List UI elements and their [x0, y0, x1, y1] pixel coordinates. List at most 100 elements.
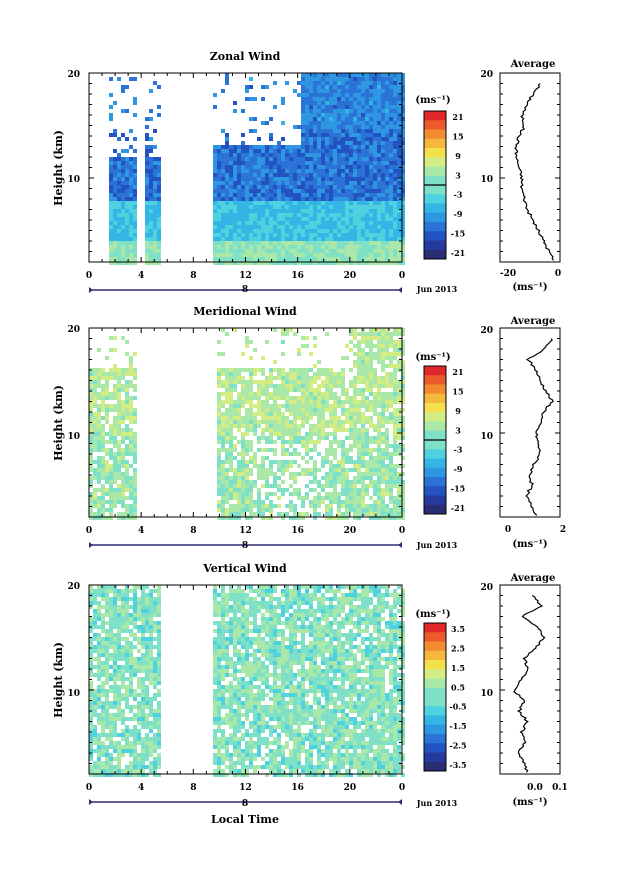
heatmap-cell — [97, 593, 101, 597]
heatmap-cell — [369, 201, 373, 205]
heatmap-cell — [93, 384, 97, 388]
heatmap-cell — [225, 213, 229, 217]
heatmap-cell — [233, 149, 237, 153]
heatmap-cell — [89, 436, 93, 440]
heatmap-cell — [301, 512, 305, 516]
heatmap-cell — [365, 221, 369, 225]
heatmap-cell — [229, 376, 233, 380]
heatmap-cell — [329, 432, 333, 436]
heatmap-cell — [381, 420, 385, 424]
heatmap-cell — [257, 209, 261, 213]
heatmap-cell — [321, 125, 325, 129]
heatmap-cell — [89, 388, 93, 392]
heatmap-cell — [365, 332, 369, 336]
heatmap-cell — [397, 173, 401, 177]
heatmap-cell — [285, 145, 289, 149]
heatmap-cell — [241, 432, 245, 436]
heatmap-cell — [237, 217, 241, 221]
heatmap-cell — [305, 185, 309, 189]
heatmap-cell — [365, 484, 369, 488]
heatmap-cell — [317, 205, 321, 209]
heatmap-cell — [249, 512, 253, 516]
heatmap-cell — [117, 388, 121, 392]
heatmap-cell — [389, 157, 393, 161]
heatmap-cell — [269, 205, 273, 209]
heatmap-cell — [289, 205, 293, 209]
heatmap-cell — [249, 480, 253, 484]
heatmap-cell — [133, 245, 137, 249]
heatmap-cell — [381, 169, 385, 173]
heatmap-cell — [301, 456, 305, 460]
heatmap-cell — [225, 153, 229, 157]
heatmap-cell — [109, 653, 113, 657]
heatmap-cell — [233, 201, 237, 205]
heatmap-cell — [133, 185, 137, 189]
heatmap-cell — [329, 245, 333, 249]
heatmap-cell — [217, 448, 221, 452]
heatmap-cell — [321, 109, 325, 113]
heatmap-cell — [325, 185, 329, 189]
heatmap-cell — [377, 440, 381, 444]
heatmap-cell — [257, 181, 261, 185]
heatmap-cell — [329, 197, 333, 201]
heatmap-cell — [361, 496, 365, 500]
heatmap-cell — [249, 416, 253, 420]
heatmap-cell — [341, 384, 345, 388]
heatmap-cell — [397, 500, 401, 504]
heatmap-cell — [93, 388, 97, 392]
heatmap-cell — [93, 673, 97, 677]
heatmap-cell — [317, 217, 321, 221]
heatmap-cell — [301, 440, 305, 444]
heatmap-cell — [89, 605, 93, 609]
heatmap-cell — [309, 101, 313, 105]
heatmap-cell — [281, 396, 285, 400]
heatmap-cell — [301, 372, 305, 376]
heatmap-cell — [353, 512, 357, 516]
heatmap-cell — [397, 348, 401, 352]
heatmap-cell — [113, 693, 117, 697]
heatmap-cell — [225, 193, 229, 197]
heatmap-cell — [281, 428, 285, 432]
heatmap-cell — [305, 153, 309, 157]
heatmap-cell — [241, 185, 245, 189]
heatmap-cell — [265, 424, 269, 428]
heatmap-cell — [265, 480, 269, 484]
colorbar-tick-label: -3 — [454, 190, 463, 200]
heatmap-cell — [109, 617, 113, 621]
heatmap-cell — [329, 440, 333, 444]
heatmap-cell — [245, 460, 249, 464]
heatmap-cell — [301, 516, 305, 520]
heatmap-cell — [349, 468, 353, 472]
heatmap-cell — [389, 165, 393, 169]
heatmap-cell — [233, 161, 237, 165]
heatmap-cell — [277, 388, 281, 392]
heatmap-cell — [293, 388, 297, 392]
heatmap-cell — [301, 336, 305, 340]
heatmap-cell — [93, 761, 97, 765]
heatmap-cell — [113, 209, 117, 213]
heatmap-cell — [301, 504, 305, 508]
heatmap-cell — [97, 673, 101, 677]
heatmap-cell — [237, 189, 241, 193]
heatmap-cell — [265, 181, 269, 185]
heatmap-cell — [321, 257, 325, 261]
heatmap-cell — [217, 436, 221, 440]
heatmap-cell — [369, 336, 373, 340]
heatmap-cell — [377, 384, 381, 388]
heatmap-cell — [277, 416, 281, 420]
heatmap-cell — [321, 456, 325, 460]
heatmap-cell — [117, 428, 121, 432]
heatmap-cell — [217, 201, 221, 205]
heatmap-cell — [117, 500, 121, 504]
heatmap-cell — [401, 93, 405, 97]
heatmap-cell — [329, 448, 333, 452]
heatmap-cell — [97, 464, 101, 468]
heatmap-cell — [245, 165, 249, 169]
heatmap-cell — [237, 169, 241, 173]
heatmap-cell — [297, 384, 301, 388]
heatmap-cell — [249, 157, 253, 161]
heatmap-cell — [265, 428, 269, 432]
heatmap-cell — [381, 153, 385, 157]
heatmap-cell — [365, 428, 369, 432]
heatmap-cell — [269, 241, 273, 245]
